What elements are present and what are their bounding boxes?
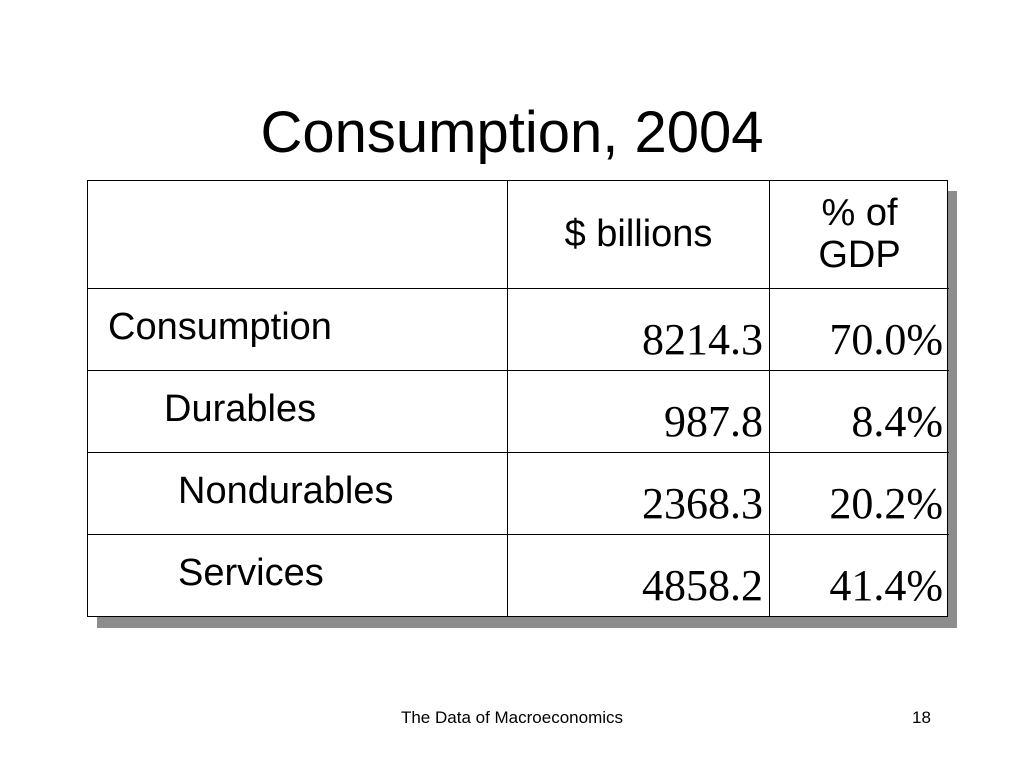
row-label-services: Services: [178, 551, 324, 594]
header-billions-label: $ billions: [564, 213, 713, 256]
table-row: Durables 987.8 8.4%: [88, 369, 949, 453]
pct-value: 41.4%: [829, 561, 943, 610]
slide-title: Consumption, 2004: [260, 100, 764, 165]
billions-cell: 8214.3: [507, 287, 770, 371]
billions-cell: 4858.2: [507, 533, 770, 616]
billions-value: 2368.3: [642, 478, 763, 528]
pct-value: 70.0%: [829, 314, 943, 364]
pct-cell: 41.4%: [769, 533, 949, 616]
page-number: 18: [912, 708, 931, 727]
row-label-durables: Durables: [164, 387, 317, 430]
table-row: Consumption 8214.3 70.0%: [88, 287, 949, 371]
header-pct-label-line2: GDP: [818, 234, 901, 277]
row-label-cell: Durables: [88, 369, 508, 453]
pct-cell: 20.2%: [769, 451, 949, 535]
header-blank-cell: [88, 181, 508, 289]
header-pct-label-line1: % of: [821, 192, 898, 235]
billions-value: 4858.2: [642, 561, 763, 610]
table-header-row: $ billions % of GDP: [88, 181, 949, 289]
row-label-consumption: Consumption: [108, 305, 332, 348]
pct-value: 20.2%: [829, 478, 943, 528]
row-label-cell: Nondurables: [88, 451, 508, 535]
pct-cell: 70.0%: [769, 287, 949, 371]
pct-cell: 8.4%: [769, 369, 949, 453]
slide-footer: The Data of Macroeconomics: [400, 708, 624, 727]
pct-value: 8.4%: [851, 396, 943, 446]
data-table: $ billions % of GDP Consumption 8214.3 7…: [88, 181, 949, 616]
row-label-cell: Consumption: [88, 287, 508, 371]
consumption-table: $ billions % of GDP Consumption 8214.3 7…: [87, 180, 949, 617]
row-label-cell: Services: [88, 533, 508, 616]
header-billions-cell: $ billions: [507, 181, 770, 289]
row-label-nondurables: Nondurables: [178, 469, 394, 512]
header-pct-cell: % of GDP: [769, 181, 949, 289]
billions-cell: 2368.3: [507, 451, 770, 535]
table-row: Nondurables 2368.3 20.2%: [88, 451, 949, 535]
billions-cell: 987.8: [507, 369, 770, 453]
table-row: Services 4858.2 41.4%: [88, 533, 949, 616]
billions-value: 987.8: [664, 396, 763, 446]
billions-value: 8214.3: [642, 314, 763, 364]
